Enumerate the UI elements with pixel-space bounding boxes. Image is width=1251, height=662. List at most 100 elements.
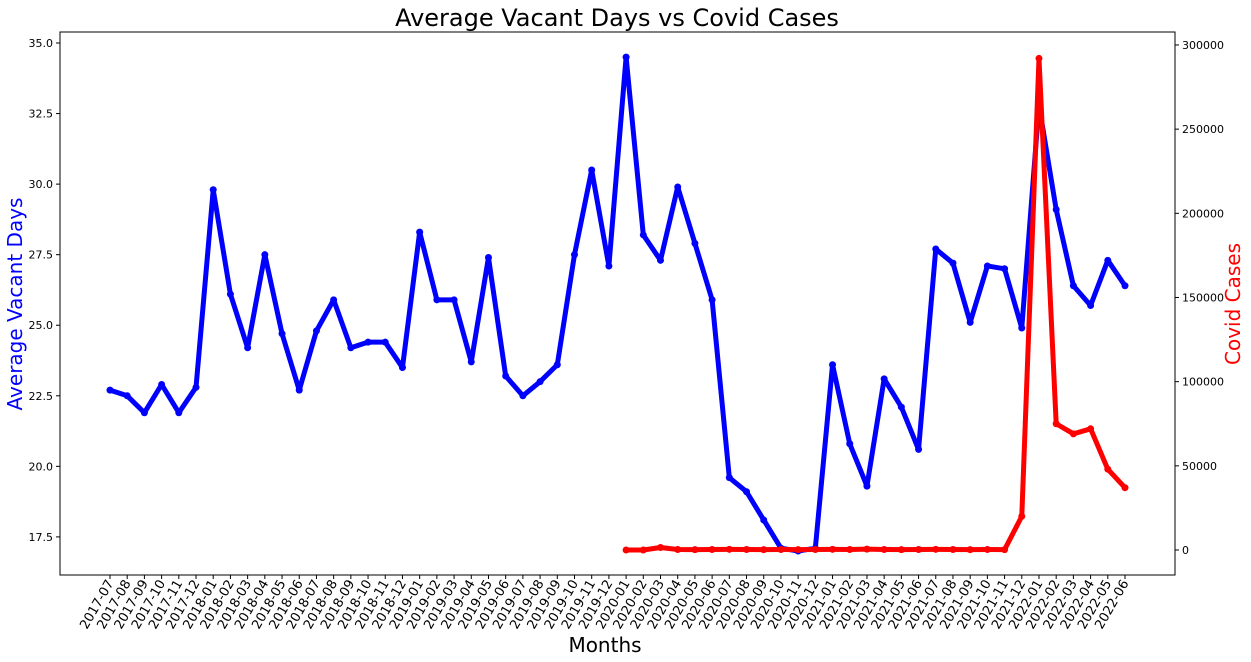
series-marker: [381, 338, 389, 346]
series-marker: [450, 296, 458, 304]
y-tick-label: 25.0: [29, 319, 54, 332]
y2-tick-label: 50000: [1182, 460, 1217, 473]
series-marker: [949, 259, 957, 267]
series-marker: [364, 338, 372, 346]
series-marker: [966, 546, 974, 554]
series-marker: [1121, 282, 1129, 290]
series-marker: [261, 251, 269, 259]
y-tick-label: 30.0: [29, 178, 54, 191]
y2-tick-label: 150000: [1182, 291, 1224, 304]
series-marker: [312, 327, 320, 335]
y2-tick-label: 300000: [1182, 39, 1224, 52]
series-marker: [502, 372, 510, 380]
series-marker: [416, 228, 424, 236]
series-marker: [743, 545, 751, 553]
series-marker: [1018, 324, 1026, 332]
series-marker: [708, 296, 716, 304]
series-marker: [1104, 256, 1112, 264]
series-marker: [983, 545, 991, 553]
y-tick-label: 20.0: [29, 460, 54, 473]
series-marker: [880, 545, 888, 553]
series-marker: [657, 256, 665, 264]
series-marker: [725, 545, 733, 553]
series-marker: [209, 186, 217, 194]
series-marker: [760, 516, 768, 524]
series-marker: [743, 488, 751, 496]
series-marker: [725, 474, 733, 482]
series-marker: [863, 482, 871, 490]
series-marker: [639, 546, 647, 554]
series-marker: [863, 545, 871, 553]
series-line: [626, 55, 1127, 553]
series-line: [109, 54, 1128, 554]
x-axis-label: Months: [568, 633, 641, 657]
series-marker: [880, 375, 888, 383]
series-marker: [123, 392, 131, 400]
series-marker: [192, 383, 200, 391]
y-tick-label: 32.5: [29, 108, 54, 121]
series-marker: [588, 166, 596, 174]
series-marker: [1052, 206, 1060, 214]
chart-title: Average Vacant Days vs Covid Cases: [395, 4, 839, 32]
series-marker: [1001, 546, 1009, 554]
series-marker: [433, 296, 441, 304]
series-marker: [760, 546, 768, 554]
series-marker: [949, 545, 957, 553]
series-marker: [226, 290, 234, 298]
series-marker: [295, 386, 303, 394]
series-marker: [536, 378, 544, 386]
y2-axis-label: Covid Cases: [1221, 243, 1245, 365]
y-tick-label: 35.0: [29, 37, 54, 50]
series-marker: [846, 545, 854, 553]
series-marker: [330, 296, 338, 304]
series-marker: [829, 545, 837, 553]
series-marker: [846, 440, 854, 448]
series-marker: [897, 546, 905, 554]
series-marker: [1087, 425, 1095, 433]
series-marker: [1087, 301, 1095, 309]
y-axis-label: Average Vacant Days: [3, 198, 27, 411]
series-marker: [175, 409, 183, 417]
series-marker: [519, 392, 527, 400]
y-tick-label: 22.5: [29, 390, 54, 403]
series-marker: [691, 239, 699, 247]
series-marker: [1018, 512, 1026, 520]
series-marker: [1069, 282, 1077, 290]
series-marker: [983, 262, 991, 270]
series-marker: [915, 545, 923, 553]
plot-frame: [59, 31, 1176, 576]
series-marker: [657, 543, 665, 551]
series-marker: [1104, 465, 1112, 473]
y2-tick-label: 200000: [1182, 207, 1224, 220]
series-marker: [605, 262, 613, 270]
series-marker: [278, 330, 286, 338]
series-marker: [897, 403, 905, 411]
series-marker: [674, 183, 682, 191]
series-marker: [484, 253, 492, 261]
series-marker: [794, 546, 802, 554]
y-tick-label: 27.5: [29, 249, 54, 262]
series-marker: [398, 364, 406, 372]
series-marker: [1052, 420, 1060, 428]
series-marker: [158, 380, 166, 388]
series-marker: [1069, 430, 1077, 438]
series-marker: [691, 546, 699, 554]
series-marker: [932, 545, 940, 553]
series-marker: [570, 251, 578, 259]
series-marker: [932, 245, 940, 253]
y2-tick-label: 100000: [1182, 376, 1224, 389]
series-marker: [467, 358, 475, 366]
series-marker: [140, 409, 148, 417]
series-marker: [106, 386, 114, 394]
series-marker: [708, 545, 716, 553]
series-marker: [347, 344, 355, 352]
series-marker: [915, 445, 923, 453]
series-marker: [1121, 484, 1129, 492]
y2-tick-label: 0: [1182, 544, 1189, 557]
series-marker: [553, 361, 561, 369]
y2-tick-label: 250000: [1182, 123, 1224, 136]
series-marker: [777, 545, 785, 553]
series-marker: [622, 53, 630, 61]
series-marker: [1001, 265, 1009, 273]
